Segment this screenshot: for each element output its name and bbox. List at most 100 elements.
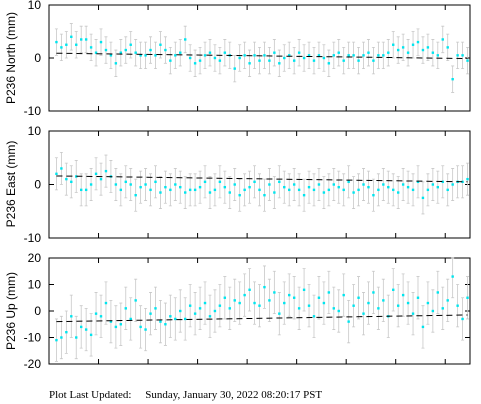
data-point bbox=[208, 51, 212, 54]
data-point bbox=[198, 59, 202, 62]
data-point bbox=[396, 48, 400, 52]
data-point bbox=[198, 307, 202, 310]
data-point bbox=[441, 307, 444, 310]
data-point bbox=[382, 54, 385, 57]
data-point bbox=[332, 307, 335, 310]
data-point bbox=[94, 51, 98, 54]
data-point bbox=[411, 43, 415, 46]
data-point bbox=[288, 188, 291, 192]
y-tick-label: 10 bbox=[28, 278, 42, 292]
data-point bbox=[60, 336, 63, 339]
data-point bbox=[421, 196, 425, 200]
north-y-axis-label: P236 North (mm) bbox=[4, 12, 18, 104]
data-point bbox=[283, 185, 286, 189]
data-point bbox=[342, 188, 345, 192]
data-point bbox=[139, 325, 142, 329]
data-point bbox=[312, 188, 316, 192]
data-point bbox=[273, 291, 276, 294]
data-point bbox=[258, 59, 261, 62]
data-point bbox=[451, 183, 454, 186]
data-point bbox=[342, 293, 345, 297]
data-point bbox=[283, 301, 286, 305]
data-point bbox=[406, 301, 410, 305]
data-point bbox=[411, 312, 415, 315]
data-point bbox=[312, 59, 316, 62]
data-point bbox=[129, 183, 132, 186]
data-point bbox=[65, 177, 68, 181]
data-point bbox=[372, 59, 375, 62]
data-point bbox=[238, 56, 241, 60]
data-point bbox=[139, 185, 142, 189]
data-point bbox=[89, 46, 93, 49]
data-point bbox=[278, 62, 281, 65]
data-point bbox=[139, 54, 142, 57]
data-point bbox=[263, 54, 266, 57]
data-point bbox=[292, 296, 296, 299]
data-point bbox=[169, 315, 172, 318]
data-point bbox=[456, 304, 459, 307]
data-point bbox=[317, 183, 321, 186]
data-point bbox=[218, 304, 222, 307]
data-point bbox=[75, 336, 78, 339]
data-point bbox=[268, 183, 271, 186]
data-point bbox=[322, 56, 326, 60]
east-y-axis-label: P236 East (mm) bbox=[4, 141, 18, 228]
data-point bbox=[466, 59, 469, 62]
data-point bbox=[89, 183, 93, 186]
data-point bbox=[149, 48, 152, 52]
data-point bbox=[184, 191, 187, 194]
data-point bbox=[377, 188, 380, 192]
data-point bbox=[109, 320, 113, 323]
data-point bbox=[60, 167, 63, 170]
data-point bbox=[114, 62, 118, 65]
data-point bbox=[278, 180, 281, 184]
data-point bbox=[70, 315, 73, 318]
y-tick-label: -20 bbox=[24, 357, 42, 371]
data-point bbox=[164, 48, 167, 52]
data-point bbox=[352, 54, 355, 57]
data-point bbox=[382, 183, 385, 186]
data-point bbox=[322, 301, 326, 305]
y-tick-label: 0 bbox=[34, 304, 41, 318]
data-point bbox=[337, 185, 340, 189]
data-point bbox=[154, 180, 157, 184]
data-point bbox=[347, 54, 350, 57]
data-point bbox=[124, 48, 127, 52]
data-point bbox=[203, 54, 207, 57]
data-point bbox=[233, 299, 236, 302]
data-point bbox=[273, 191, 276, 194]
data-point bbox=[258, 188, 261, 192]
data-point bbox=[377, 307, 380, 310]
data-point bbox=[233, 67, 236, 70]
data-point bbox=[451, 78, 454, 81]
data-point bbox=[99, 40, 103, 44]
data-point bbox=[223, 296, 227, 299]
data-point bbox=[421, 325, 425, 329]
data-point bbox=[416, 40, 420, 44]
data-point bbox=[431, 183, 435, 186]
data-point bbox=[392, 288, 395, 291]
data-point bbox=[124, 307, 127, 310]
north-trend-line bbox=[56, 52, 468, 60]
east-data-points bbox=[55, 167, 469, 200]
data-point bbox=[119, 51, 123, 54]
data-point bbox=[426, 188, 430, 192]
north-data-points bbox=[55, 35, 469, 81]
east-trend-line bbox=[56, 175, 468, 183]
data-point bbox=[387, 185, 390, 189]
data-point bbox=[184, 317, 187, 321]
error-bar bbox=[451, 257, 455, 299]
data-point bbox=[312, 315, 316, 318]
data-point bbox=[223, 51, 227, 54]
data-point bbox=[278, 312, 281, 315]
data-point bbox=[233, 183, 236, 186]
data-point bbox=[99, 315, 103, 318]
data-point bbox=[89, 333, 93, 337]
data-point bbox=[367, 185, 370, 189]
y-tick-label: -10 bbox=[24, 104, 42, 118]
data-point bbox=[70, 35, 73, 38]
east-errorbars bbox=[54, 152, 470, 215]
data-point bbox=[392, 43, 395, 46]
data-point bbox=[263, 285, 266, 289]
data-point bbox=[193, 62, 197, 65]
